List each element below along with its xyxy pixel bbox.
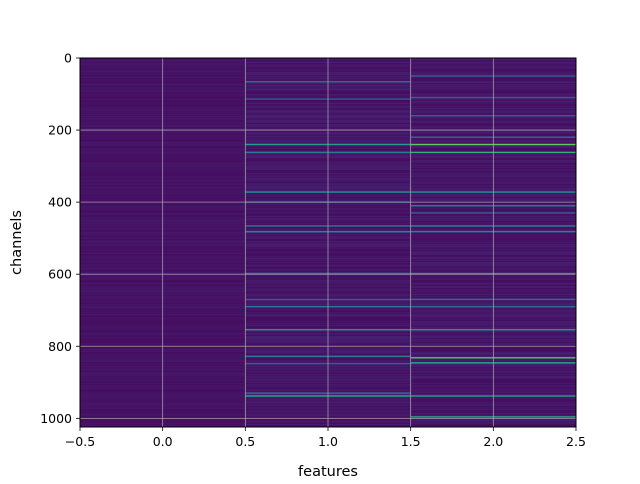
x-tick-label-3: 1.0 — [318, 434, 338, 449]
grid-lines — [79, 57, 577, 427]
x-tick-label-0: −0.5 — [65, 434, 95, 449]
plot-frame — [79, 57, 577, 428]
y-tick-label-2: 400 — [48, 195, 72, 210]
y-tick-label-4: 800 — [48, 339, 72, 354]
y-tick-label-0: 0 — [64, 51, 72, 66]
x-axis-label: features — [298, 464, 358, 480]
y-tick-label-3: 600 — [48, 267, 72, 282]
y-tick-label-5: 1000 — [40, 411, 72, 426]
axis-ticks: −0.5 0.0 0.5 1.0 1.5 2.0 2.5 0 200 400 600 800 1000 — [40, 51, 586, 450]
x-tick-label-4: 1.5 — [401, 434, 421, 449]
x-tick-label-6: 2.5 — [566, 434, 586, 449]
y-tick-label-1: 200 — [48, 123, 72, 138]
x-tick-label-2: 0.5 — [235, 434, 255, 449]
x-tick-label-1: 0.0 — [153, 434, 173, 449]
x-tick-label-5: 2.0 — [483, 434, 503, 449]
y-axis-label: channels — [9, 210, 25, 275]
